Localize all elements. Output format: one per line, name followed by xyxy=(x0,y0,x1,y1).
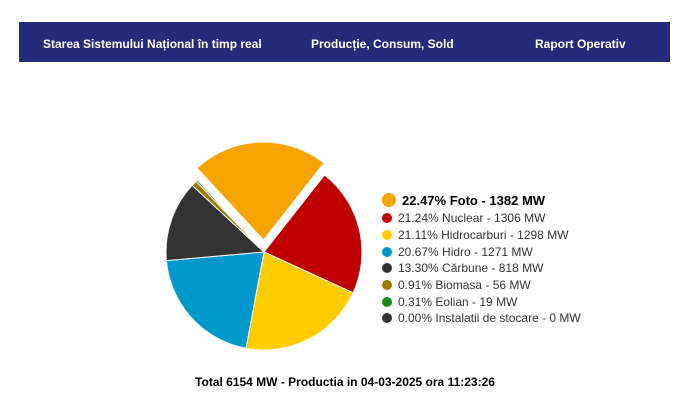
production-pie-chart[interactable] xyxy=(150,126,380,356)
legend-swatch-icon xyxy=(382,263,392,274)
legend-item-instalatii-de-stocare[interactable]: 0.00% Instalatii de stocare - 0 MW xyxy=(382,310,581,327)
legend-item-hidro[interactable]: 20.67% Hidro - 1271 MW xyxy=(382,243,581,260)
legend-item-foto[interactable]: 22.47% Foto - 1382 MW xyxy=(382,190,581,210)
legend-item-eolian[interactable]: 0.31% Eolian - 19 MW xyxy=(382,293,581,310)
pie-slice-hidrocarburi[interactable] xyxy=(245,251,354,351)
legend-label: 0.91% Biomasa - 56 MW xyxy=(398,278,531,293)
pie-slice-nuclear[interactable] xyxy=(263,174,363,294)
nav-link-real-time-status[interactable]: Starea Sistemului Național în timp real xyxy=(43,37,262,51)
pie-slice-foto[interactable] xyxy=(196,141,325,241)
legend-label: 13.30% Cărbune - 818 MW xyxy=(398,261,544,276)
top-navigation-bar: Starea Sistemului Național în timp real … xyxy=(19,22,670,62)
legend-label: 22.47% Foto - 1382 MW xyxy=(402,192,546,208)
legend-label: 0.31% Eolian - 19 MW xyxy=(398,294,518,309)
legend-swatch-icon xyxy=(382,213,392,224)
legend-item-hidrocarburi[interactable]: 21.11% Hidrocarburi - 1298 MW xyxy=(382,227,581,244)
legend-item-cărbune[interactable]: 13.30% Cărbune - 818 MW xyxy=(382,260,581,277)
legend-label: 0.00% Instalatii de stocare - 0 MW xyxy=(398,311,581,326)
legend-swatch-icon xyxy=(382,313,392,324)
legend-item-biomasa[interactable]: 0.91% Biomasa - 56 MW xyxy=(382,277,581,294)
pie-slice-hidro[interactable] xyxy=(165,251,265,349)
legend-swatch-icon xyxy=(382,193,396,207)
pie-slice-eolian[interactable] xyxy=(195,179,265,253)
legend-swatch-icon xyxy=(382,280,392,291)
legend-swatch-icon xyxy=(382,246,392,257)
legend-label: 21.11% Hidrocarburi - 1298 MW xyxy=(398,228,569,243)
chart-legend: 22.47% Foto - 1382 MW 21.24% Nuclear - 13… xyxy=(382,190,581,327)
legend-item-nuclear[interactable]: 21.24% Nuclear - 1306 MW xyxy=(382,210,581,227)
legend-swatch-icon xyxy=(382,296,392,307)
nav-link-operative-report[interactable]: Raport Operativ xyxy=(535,37,626,51)
pie-slice-cărbune[interactable] xyxy=(165,184,266,262)
nav-link-production-consumption[interactable]: Producție, Consum, Sold xyxy=(311,37,454,51)
total-production-caption: Total 6154 MW - Productia in 04-03-2025 … xyxy=(195,375,495,389)
legend-swatch-icon xyxy=(382,230,392,241)
legend-label: 20.67% Hidro - 1271 MW xyxy=(398,244,533,259)
legend-label: 21.24% Nuclear - 1306 MW xyxy=(398,211,546,226)
